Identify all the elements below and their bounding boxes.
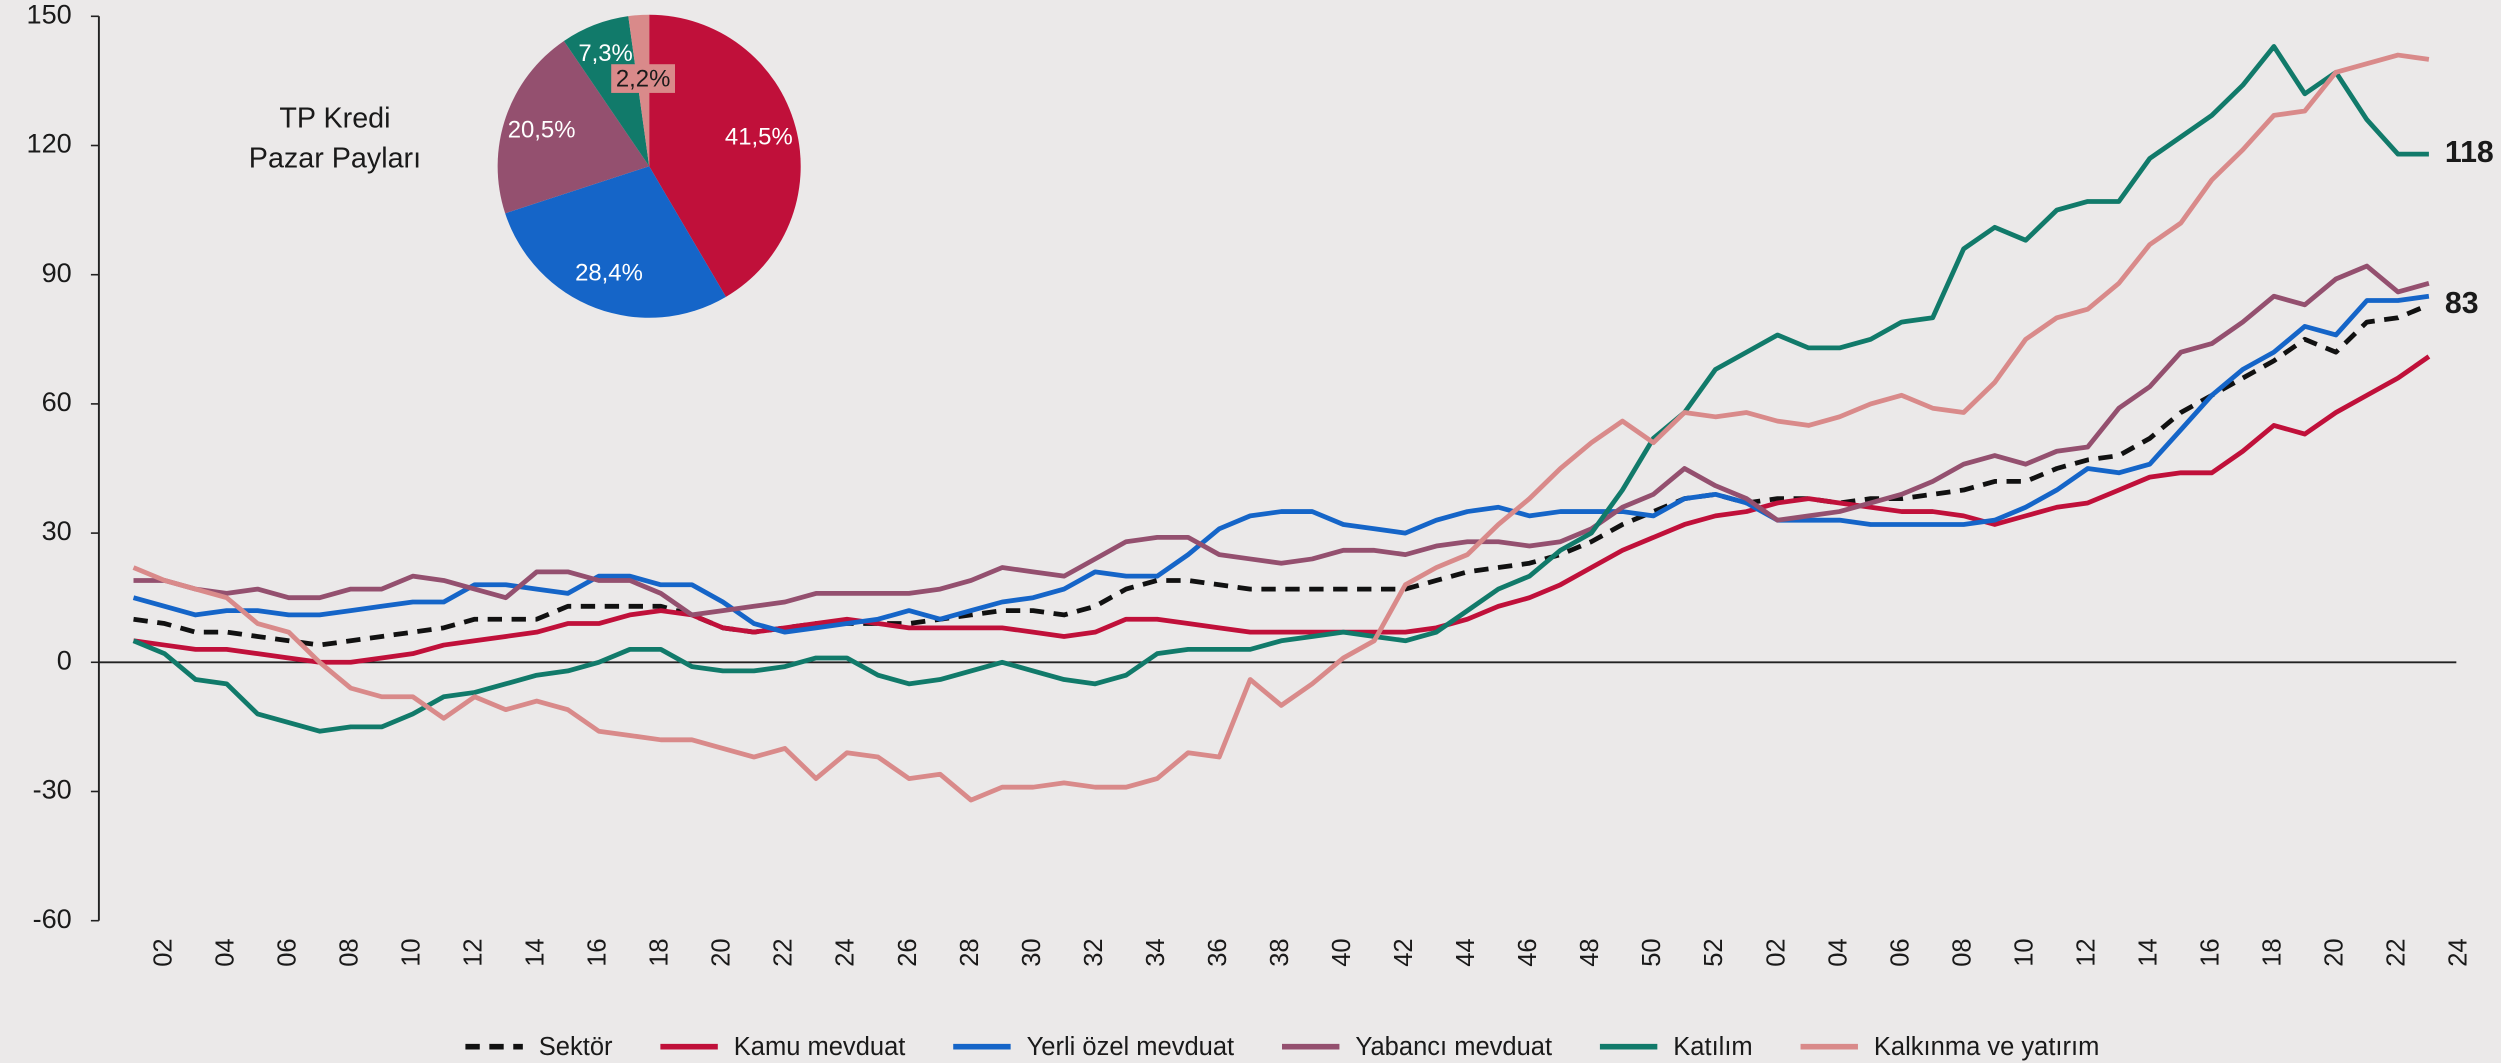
pie-title: Pazar Payları bbox=[249, 142, 421, 174]
x-tick-label: 20 bbox=[708, 938, 736, 966]
x-tick-label: 08 bbox=[335, 938, 363, 966]
x-tick-label: 14 bbox=[2135, 938, 2163, 966]
x-tick-label: 18 bbox=[646, 938, 674, 966]
legend-label: Kamu mevduat bbox=[734, 1033, 906, 1061]
x-tick-label: 44 bbox=[1452, 938, 1480, 966]
x-tick-label: 38 bbox=[1266, 938, 1294, 966]
x-tick-label: 50 bbox=[1638, 938, 1666, 966]
y-tick-label: 0 bbox=[57, 644, 72, 675]
pie-label: 28,4% bbox=[575, 259, 643, 286]
x-tick-label: 34 bbox=[1142, 938, 1170, 966]
x-tick-label: 26 bbox=[894, 938, 922, 966]
x-tick-label: 12 bbox=[459, 938, 487, 966]
x-tick-label: 04 bbox=[1824, 938, 1852, 966]
y-tick-label: 90 bbox=[42, 257, 72, 288]
x-tick-label: 40 bbox=[1328, 938, 1356, 966]
series-line bbox=[133, 263, 2430, 618]
x-tick-label: 10 bbox=[2010, 938, 2038, 966]
end-label: 83 bbox=[2445, 287, 2479, 320]
series-line bbox=[133, 354, 2431, 665]
legend-label: Yerli özel mevduat bbox=[1027, 1033, 1235, 1061]
y-tick-label: -60 bbox=[33, 903, 72, 934]
y-tick-label: -30 bbox=[33, 774, 72, 805]
x-tick-label: 42 bbox=[1390, 938, 1418, 966]
x-tick-label: 48 bbox=[1576, 938, 1604, 966]
pie-title: TP Kredi bbox=[279, 103, 390, 135]
pie-slice bbox=[649, 14, 801, 297]
pie-slice bbox=[505, 166, 726, 318]
series-line bbox=[132, 44, 2429, 734]
x-tick-label: 24 bbox=[2445, 938, 2473, 966]
x-tick-label: 02 bbox=[149, 938, 177, 966]
x-tick-label: 12 bbox=[2072, 938, 2100, 966]
legend-label: Kalkınma ve yatırım bbox=[1874, 1033, 2099, 1061]
x-tick-label: 18 bbox=[2259, 938, 2287, 966]
pie-slice bbox=[497, 40, 650, 214]
x-tick-label: 04 bbox=[211, 938, 239, 966]
x-tick-label: 16 bbox=[584, 938, 612, 966]
x-tick-label: 22 bbox=[770, 938, 798, 966]
x-tick-label: 10 bbox=[397, 938, 425, 966]
x-tick-label: 32 bbox=[1080, 938, 1108, 966]
x-tick-label: 06 bbox=[273, 938, 301, 966]
x-tick-label: 52 bbox=[1700, 938, 1728, 966]
pie-label: 2,2% bbox=[616, 65, 671, 92]
legend-label: Sektör bbox=[539, 1033, 613, 1061]
legend: Sektör Kamu mevduat Yerli özel mevduat Yaba… bbox=[465, 1033, 2099, 1061]
legend-label: Katılım bbox=[1673, 1033, 1752, 1061]
series-line bbox=[132, 293, 2430, 635]
pie-slice bbox=[563, 16, 650, 167]
x-tick-label: 22 bbox=[2383, 938, 2411, 966]
pie-label: 7,3% bbox=[578, 40, 633, 67]
x-tick-label: 20 bbox=[2321, 938, 2349, 966]
y-tick-label: 30 bbox=[42, 515, 72, 546]
legend-label: Yabancı mevduat bbox=[1355, 1033, 1552, 1061]
x-tick-label: 14 bbox=[522, 938, 550, 966]
x-tick-label: 36 bbox=[1204, 938, 1232, 966]
x-tick-label: 08 bbox=[1948, 938, 1976, 966]
pie-label: 20,5% bbox=[508, 116, 576, 143]
pie-label: 41,5% bbox=[725, 123, 793, 150]
x-tick-label: 16 bbox=[2197, 938, 2225, 966]
x-tick-label: 06 bbox=[1886, 938, 1914, 966]
y-tick-label: 60 bbox=[42, 386, 72, 417]
label-box bbox=[611, 64, 676, 93]
y-tick-label: 120 bbox=[27, 128, 72, 159]
y-tick-label: 150 bbox=[27, 0, 72, 29]
x-tick-label: 28 bbox=[956, 938, 984, 966]
x-tick-label: 30 bbox=[1018, 938, 1046, 966]
end-label: 118 bbox=[2445, 136, 2494, 169]
series-line bbox=[132, 52, 2430, 803]
x-tick-label: 46 bbox=[1514, 938, 1542, 966]
x-tick-label: 24 bbox=[832, 938, 860, 966]
series-line bbox=[133, 302, 2430, 648]
x-tick-label: 02 bbox=[1762, 938, 1790, 966]
